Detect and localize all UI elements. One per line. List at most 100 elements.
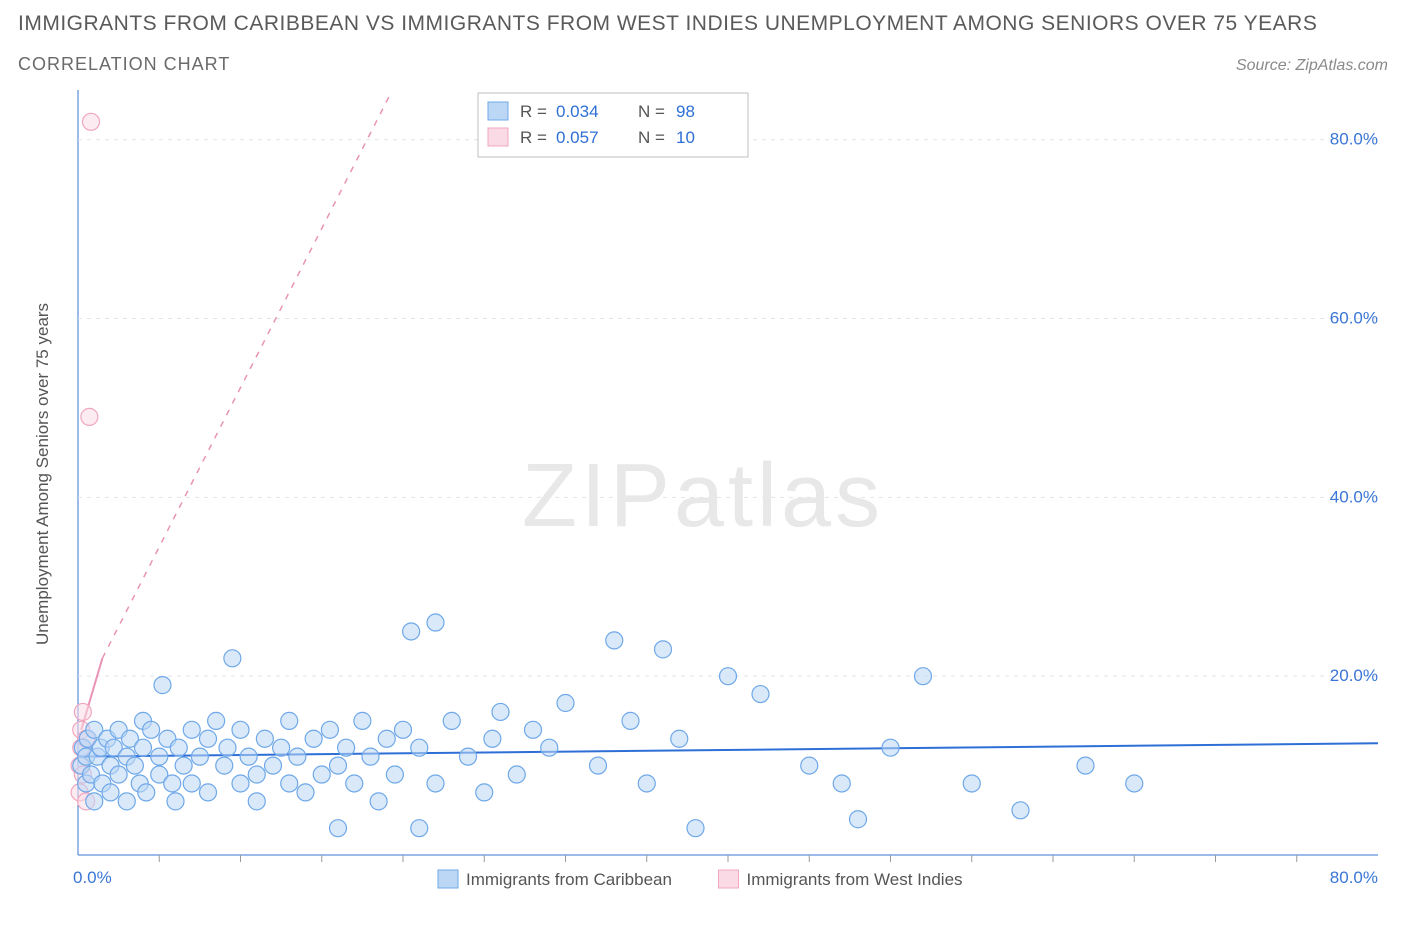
blue-point — [687, 820, 704, 837]
chart-subtitle: CORRELATION CHART — [18, 54, 230, 75]
blue-point — [557, 695, 574, 712]
blue-point — [1077, 757, 1094, 774]
blue-point — [492, 703, 509, 720]
blue-point — [154, 677, 171, 694]
blue-point — [281, 712, 298, 729]
pink-point — [83, 113, 100, 130]
blue-point — [508, 766, 525, 783]
blue-point — [411, 820, 428, 837]
chart-header: IMMIGRANTS FROM CARIBBEAN VS IMMIGRANTS … — [0, 0, 1406, 75]
blue-point — [354, 712, 371, 729]
blue-point — [170, 739, 187, 756]
blue-point — [801, 757, 818, 774]
legend-swatch-blue — [488, 102, 508, 120]
legend-n-value: 98 — [676, 102, 695, 121]
blue-point — [476, 784, 493, 801]
blue-point — [346, 775, 363, 792]
legend-swatch-pink — [488, 128, 508, 146]
blue-point — [151, 748, 168, 765]
blue-point — [248, 793, 265, 810]
stats-legend — [478, 93, 748, 157]
blue-point — [427, 614, 444, 631]
blue-point — [208, 712, 225, 729]
blue-point — [138, 784, 155, 801]
blue-point — [443, 712, 460, 729]
blue-point — [403, 623, 420, 640]
blue-point — [281, 775, 298, 792]
blue-point — [370, 793, 387, 810]
blue-point — [240, 748, 257, 765]
blue-point — [232, 721, 249, 738]
blue-point — [232, 775, 249, 792]
legend-n-label: N = — [638, 102, 665, 121]
blue-point — [200, 730, 217, 747]
blue-point — [655, 641, 672, 658]
x-min-label: 0.0% — [73, 868, 112, 887]
blue-point — [484, 730, 501, 747]
legend-r-value: 0.057 — [556, 128, 599, 147]
blue-point — [86, 793, 103, 810]
blue-point — [590, 757, 607, 774]
blue-point — [164, 775, 181, 792]
blue-point — [183, 721, 200, 738]
pink-point — [81, 408, 98, 425]
legend-r-value: 0.034 — [556, 102, 599, 121]
blue-point — [135, 739, 152, 756]
blue-point — [126, 757, 143, 774]
blue-point — [102, 784, 119, 801]
y-tick-label: 60.0% — [1330, 309, 1378, 328]
y-axis-label: Unemployment Among Seniors over 75 years — [33, 303, 52, 645]
bottom-legend-label: Immigrants from West Indies — [747, 870, 963, 889]
blue-point — [110, 766, 127, 783]
blue-point — [191, 748, 208, 765]
chart-title: IMMIGRANTS FROM CARIBBEAN VS IMMIGRANTS … — [18, 12, 1388, 36]
blue-point — [273, 739, 290, 756]
chart-source: Source: ZipAtlas.com — [1236, 57, 1388, 75]
blue-point — [248, 766, 265, 783]
blue-point — [622, 712, 639, 729]
blue-point — [167, 793, 184, 810]
blue-point — [638, 775, 655, 792]
bottom-swatch-pink — [719, 870, 739, 888]
blue-point — [963, 775, 980, 792]
blue-point — [330, 820, 347, 837]
blue-point — [720, 668, 737, 685]
chart-area: ZIPatlas 20.0%40.0%60.0%80.0%0.0%80.0%Un… — [18, 85, 1388, 905]
blue-point — [850, 811, 867, 828]
pink-point — [74, 703, 91, 720]
blue-point — [321, 721, 338, 738]
y-tick-label: 80.0% — [1330, 130, 1378, 149]
blue-point — [752, 686, 769, 703]
blue-point — [175, 757, 192, 774]
legend-r-label: R = — [520, 102, 547, 121]
blue-point — [362, 748, 379, 765]
blue-point — [427, 775, 444, 792]
x-max-label: 80.0% — [1330, 868, 1378, 887]
blue-point — [411, 739, 428, 756]
blue-point — [183, 775, 200, 792]
blue-point — [378, 730, 395, 747]
bottom-legend-label: Immigrants from Caribbean — [466, 870, 672, 889]
legend-n-value: 10 — [676, 128, 695, 147]
chart-subrow: CORRELATION CHART Source: ZipAtlas.com — [18, 54, 1388, 75]
blue-point — [297, 784, 314, 801]
blue-point — [313, 766, 330, 783]
y-tick-label: 40.0% — [1330, 487, 1378, 506]
blue-point — [1126, 775, 1143, 792]
blue-point — [305, 730, 322, 747]
blue-point — [216, 757, 233, 774]
blue-point — [606, 632, 623, 649]
blue-point — [671, 730, 688, 747]
blue-point — [330, 757, 347, 774]
blue-point — [833, 775, 850, 792]
blue-point — [525, 721, 542, 738]
legend-r-label: R = — [520, 128, 547, 147]
legend-n-label: N = — [638, 128, 665, 147]
scatter-chart: 20.0%40.0%60.0%80.0%0.0%80.0%Unemploymen… — [18, 85, 1388, 905]
blue-point — [143, 721, 160, 738]
blue-point — [265, 757, 282, 774]
blue-point — [256, 730, 273, 747]
blue-point — [915, 668, 932, 685]
blue-point — [460, 748, 477, 765]
blue-point — [219, 739, 236, 756]
